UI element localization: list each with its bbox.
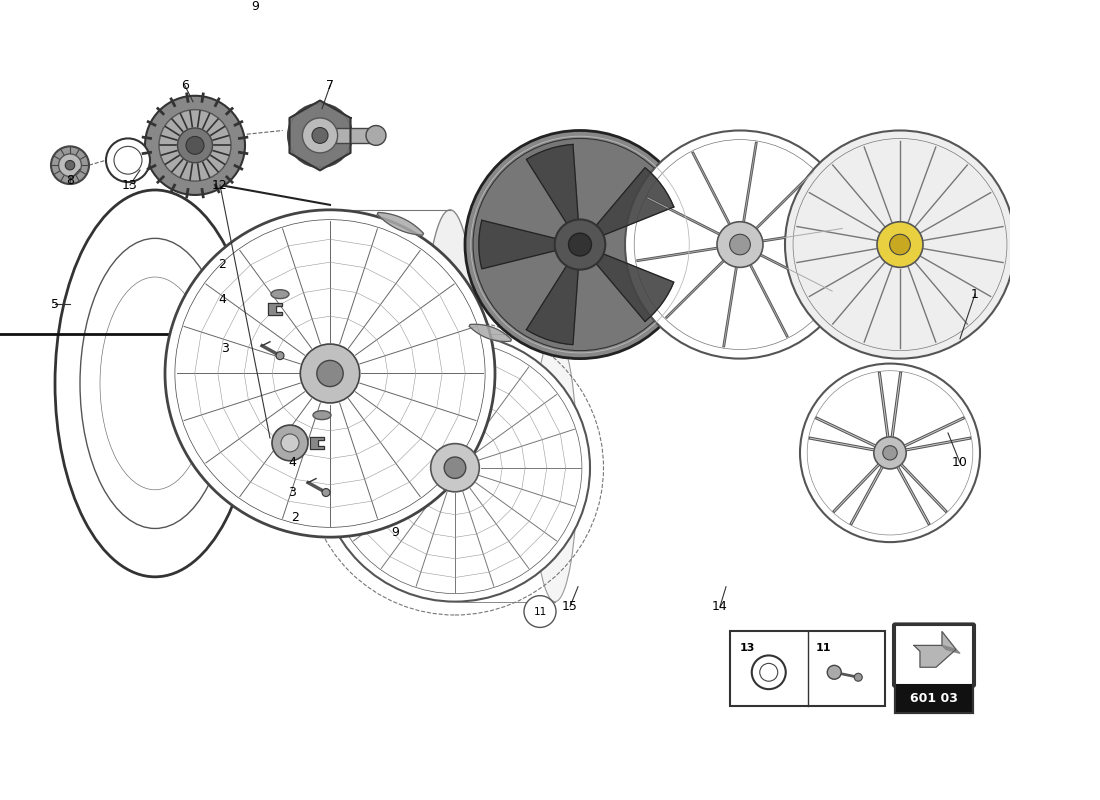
Circle shape [160, 110, 231, 181]
Text: 4: 4 [288, 456, 296, 470]
Circle shape [827, 666, 842, 679]
Text: 11: 11 [815, 643, 830, 654]
Circle shape [554, 219, 605, 270]
Polygon shape [914, 631, 956, 667]
Text: 3: 3 [221, 342, 229, 355]
Circle shape [873, 437, 906, 469]
Circle shape [272, 425, 308, 461]
Bar [730, 631, 886, 706]
Circle shape [165, 210, 495, 537]
Circle shape [276, 352, 284, 360]
Text: 2: 2 [218, 258, 226, 271]
FancyBboxPatch shape [893, 623, 975, 686]
Circle shape [288, 104, 352, 167]
Circle shape [317, 361, 343, 386]
Circle shape [800, 363, 980, 542]
Text: 14: 14 [712, 600, 728, 613]
Polygon shape [942, 646, 960, 654]
Text: 4: 4 [218, 293, 226, 306]
Text: 601 03: 601 03 [910, 692, 958, 706]
Ellipse shape [80, 238, 230, 529]
Circle shape [312, 127, 328, 143]
Circle shape [114, 146, 142, 174]
Ellipse shape [55, 190, 255, 577]
Text: 6: 6 [182, 79, 189, 92]
Text: 12: 12 [212, 178, 228, 191]
Polygon shape [289, 101, 351, 170]
Circle shape [300, 344, 360, 403]
Text: eurospares: eurospares [194, 262, 547, 486]
Bar [336, 127, 376, 143]
Text: 10: 10 [953, 456, 968, 470]
Polygon shape [596, 254, 674, 322]
Circle shape [785, 130, 1015, 358]
Polygon shape [596, 168, 674, 235]
Circle shape [890, 234, 911, 255]
Circle shape [524, 596, 556, 627]
Text: 13: 13 [740, 643, 756, 654]
Bar [895, 626, 974, 713]
Circle shape [473, 138, 686, 350]
Ellipse shape [271, 290, 289, 298]
Circle shape [444, 457, 465, 478]
Text: 8: 8 [66, 174, 74, 186]
Circle shape [366, 126, 386, 146]
Polygon shape [310, 437, 324, 449]
Polygon shape [527, 145, 579, 223]
Circle shape [855, 674, 862, 682]
Text: a passion for parts since 1: a passion for parts since 1 [319, 433, 521, 552]
Circle shape [177, 128, 212, 162]
Circle shape [717, 222, 763, 267]
Text: 9: 9 [251, 0, 258, 13]
Circle shape [145, 96, 245, 195]
Circle shape [106, 138, 150, 182]
Text: 13: 13 [122, 178, 138, 191]
Polygon shape [478, 220, 556, 269]
Text: 9: 9 [392, 526, 399, 538]
Text: 2: 2 [292, 511, 299, 524]
Text: 1: 1 [971, 288, 979, 301]
Circle shape [751, 655, 785, 689]
Circle shape [186, 137, 204, 154]
Circle shape [175, 220, 485, 527]
Circle shape [280, 434, 299, 452]
Circle shape [877, 222, 923, 267]
Polygon shape [268, 303, 282, 315]
Circle shape [65, 161, 75, 170]
Text: 5: 5 [51, 298, 59, 310]
Circle shape [625, 130, 855, 358]
Circle shape [569, 233, 592, 256]
Circle shape [320, 334, 590, 602]
Circle shape [729, 234, 750, 255]
Ellipse shape [532, 334, 578, 602]
Bar [895, 685, 974, 713]
Circle shape [322, 489, 330, 497]
Circle shape [58, 154, 81, 177]
Polygon shape [470, 324, 512, 342]
Circle shape [431, 444, 480, 492]
Ellipse shape [422, 210, 477, 537]
Text: 15: 15 [562, 600, 578, 613]
Ellipse shape [314, 410, 331, 420]
Circle shape [51, 146, 89, 184]
Bar [1010, 6, 1100, 800]
Circle shape [328, 342, 582, 594]
Circle shape [760, 663, 778, 682]
Circle shape [302, 118, 338, 153]
Circle shape [465, 130, 695, 358]
Polygon shape [527, 266, 579, 345]
Circle shape [883, 446, 898, 460]
Text: 3: 3 [288, 486, 296, 499]
Text: 7: 7 [326, 79, 334, 92]
Polygon shape [377, 213, 424, 235]
Text: 11: 11 [534, 606, 547, 617]
Ellipse shape [100, 277, 210, 490]
